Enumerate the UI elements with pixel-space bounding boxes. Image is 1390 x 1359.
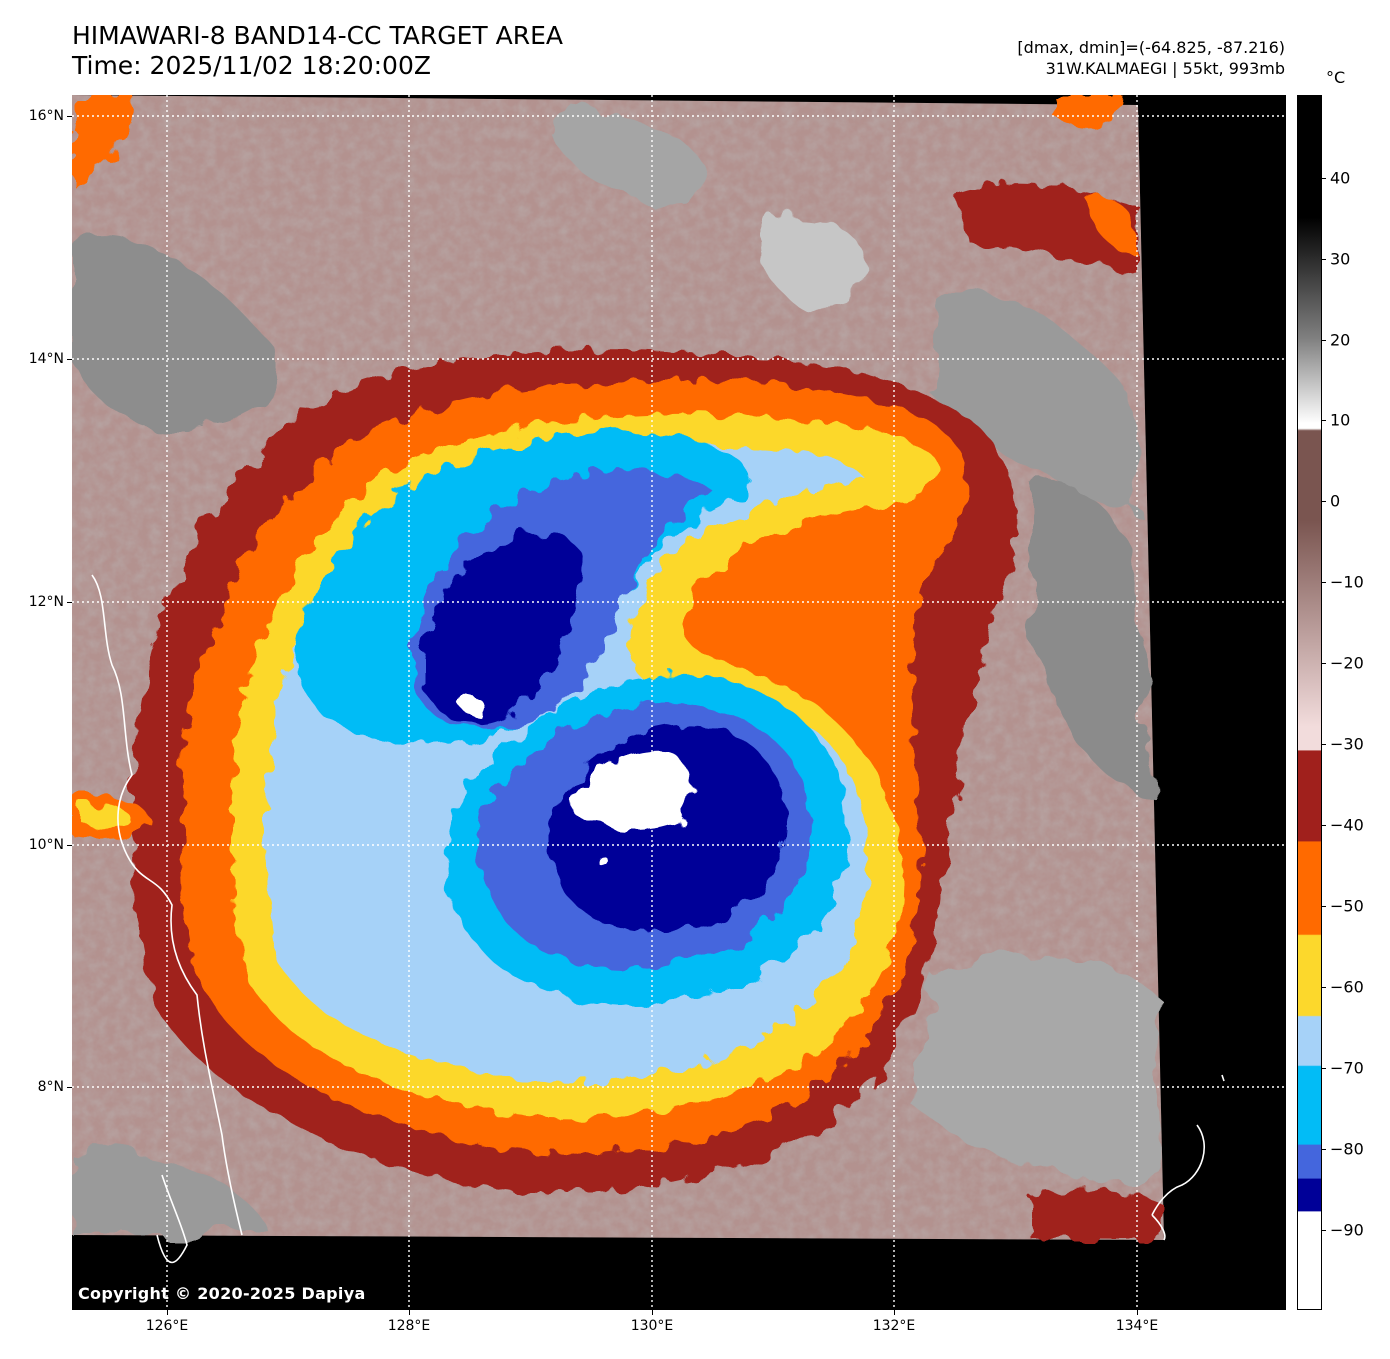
lat-label-8n: 8°N (37, 1079, 64, 1095)
lat-label-14n: 14°N (28, 351, 64, 367)
colorbar-label: −70 (1330, 1058, 1364, 1078)
tick (1322, 744, 1326, 745)
colorbar-unit: °C (1326, 68, 1346, 87)
tick (167, 1310, 168, 1315)
tick (894, 1310, 895, 1315)
tick (1137, 1310, 1138, 1315)
colorbar-label: −80 (1330, 1139, 1364, 1159)
timestamp: Time: 2025/11/02 18:20:00Z (72, 51, 431, 80)
lon-label-132e: 132°E (872, 1318, 916, 1334)
tick (409, 1310, 410, 1315)
tick (67, 1087, 72, 1088)
colorbar-label: −50 (1330, 896, 1364, 916)
colorbar-label: 30 (1330, 249, 1351, 269)
tick (1322, 906, 1326, 907)
colorbar-label: −10 (1330, 572, 1364, 592)
colorbar (1297, 95, 1322, 1310)
lon-label-130e: 130°E (630, 1318, 674, 1334)
colorbar-label: −20 (1330, 653, 1364, 673)
tick (652, 1310, 653, 1315)
satellite-map[interactable] (72, 95, 1286, 1310)
convective-bands (132, 349, 1017, 1193)
dmax-dmin-readout: [dmax, dmin]=(-64.825, -87.216) (1017, 38, 1285, 57)
tick (1322, 259, 1326, 260)
tick (67, 602, 72, 603)
tick (1322, 340, 1326, 341)
colorbar-label: −60 (1330, 977, 1364, 997)
tick (1322, 1230, 1326, 1231)
tick (67, 359, 72, 360)
colorbar-label: 0 (1330, 491, 1341, 511)
colorbar-label: 20 (1330, 330, 1351, 350)
tick (1322, 582, 1326, 583)
tick (1322, 987, 1326, 988)
tick (1322, 1149, 1326, 1150)
lon-label-126e: 126°E (145, 1318, 189, 1334)
colorbar-label: −30 (1330, 734, 1364, 754)
colorbar-label: −40 (1330, 815, 1364, 835)
colorbar-label: 10 (1330, 410, 1351, 430)
tick (1322, 663, 1326, 664)
colorbar-label: 40 (1330, 168, 1351, 188)
chart-title: HIMAWARI-8 BAND14-CC TARGET AREA (72, 21, 564, 50)
ir-imagery (72, 95, 1286, 1310)
lat-label-10n: 10°N (28, 837, 64, 853)
coastline (91, 574, 1225, 1264)
coldest-cloud-tops (462, 695, 691, 865)
lon-label-128e: 128°E (387, 1318, 431, 1334)
lat-label-16n: 16°N (28, 108, 64, 124)
tick (1322, 178, 1326, 179)
lon-label-134e: 134°E (1115, 1318, 1159, 1334)
colorbar-label: −90 (1330, 1220, 1364, 1240)
outer-cells (72, 95, 1164, 1240)
tick (67, 116, 72, 117)
tick (67, 845, 72, 846)
tick (1322, 825, 1326, 826)
tick (1322, 1068, 1326, 1069)
copyright-notice: Copyright © 2020-2025 Dapiya (78, 1284, 366, 1303)
tick (1322, 420, 1326, 421)
tick (1322, 501, 1326, 502)
clear-sky-regions (72, 105, 1162, 1235)
graticule (72, 95, 1286, 1310)
storm-info: 31W.KALMAEGI | 55kt, 993mb (1045, 59, 1285, 78)
lat-label-12n: 12°N (28, 594, 64, 610)
